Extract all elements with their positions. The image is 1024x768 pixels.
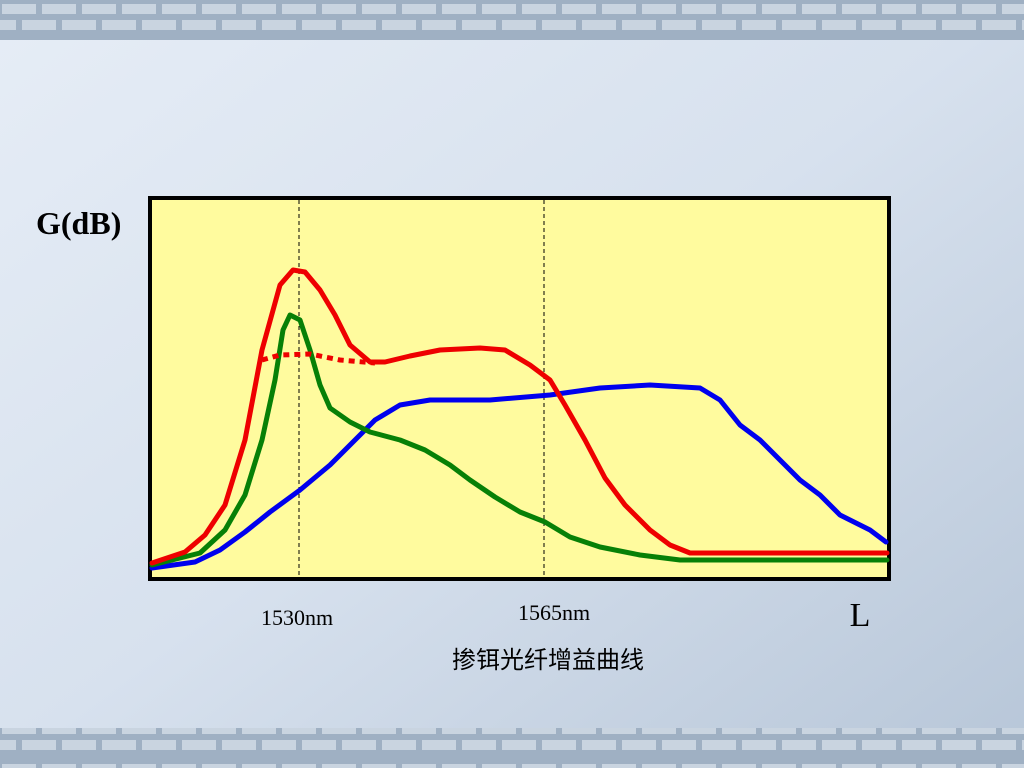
top-border xyxy=(0,0,1024,40)
x-axis-symbol: L xyxy=(850,597,871,634)
red-dotted-curve xyxy=(261,351,376,366)
green-curve xyxy=(149,312,890,568)
blue-curve xyxy=(149,382,889,571)
caption: 掺铒光纤增益曲线 xyxy=(452,647,644,674)
marker-label: 1530nm xyxy=(261,605,333,630)
marker-label: 1565nm xyxy=(518,600,590,625)
bottom-border xyxy=(0,728,1024,768)
red-curve xyxy=(149,267,890,566)
y-axis-label: G(dB) xyxy=(36,205,121,241)
